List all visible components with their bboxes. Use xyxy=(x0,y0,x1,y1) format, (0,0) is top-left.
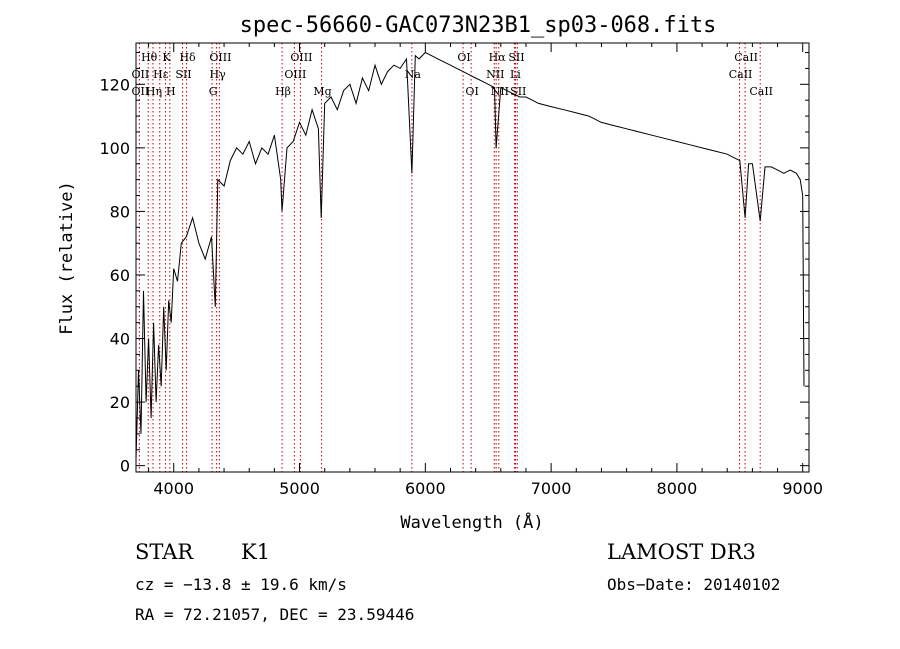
spectral-line-label: Hα xyxy=(489,51,507,64)
spectral-line-label: OII xyxy=(132,85,150,98)
spectral-line-label: H xyxy=(166,85,176,98)
spectral-line-label: Mg xyxy=(313,85,331,98)
spectral-line-label: G xyxy=(209,85,218,98)
spectral-line-label: OI xyxy=(457,51,470,64)
x-tick-label: 8000 xyxy=(657,479,698,498)
spectral-line-label: Hβ xyxy=(275,85,291,98)
spectral-line-label: OIII xyxy=(290,51,312,64)
y-axis-label: Flux (relative) xyxy=(57,181,77,335)
obs-date: Obs−Date: 20140102 xyxy=(607,575,781,594)
plot-frame xyxy=(135,42,810,473)
x-tick-label: 9000 xyxy=(782,479,823,498)
x-axis-label: Wavelength (Å) xyxy=(400,511,543,533)
spectral-line-label: SII xyxy=(508,51,524,64)
x-tick-label: 7000 xyxy=(531,479,572,498)
y-tick-label: 20 xyxy=(110,393,130,412)
spectral-line-label: OIII xyxy=(284,68,306,81)
spectral-line-label: Hη xyxy=(146,85,162,98)
y-tick-label: 40 xyxy=(110,330,130,349)
spectral-line-label: OI xyxy=(465,85,478,98)
object-class: STAR xyxy=(135,540,194,564)
x-tick-label: 4000 xyxy=(153,479,194,498)
chart-title: spec-56660-GAC073N23B1_sp03-068.fits xyxy=(240,13,717,38)
cz-value: cz = −13.8 ± 19.6 km/s xyxy=(135,575,347,594)
spectral-line-label: Hθ xyxy=(141,51,158,64)
spectral-line-label: NII xyxy=(486,68,504,81)
x-tick-label: 5000 xyxy=(279,479,320,498)
spectral-line-label: CaII xyxy=(749,85,773,98)
spectral-line-markers xyxy=(138,43,761,472)
spectral-line-label: SII xyxy=(510,85,526,98)
x-tick-label: 6000 xyxy=(405,479,446,498)
y-tick-label: 120 xyxy=(99,75,130,94)
spectral-line-label: CaII xyxy=(729,68,753,81)
y-tick-label: 80 xyxy=(110,202,130,221)
spectral-line-label: OII xyxy=(132,68,150,81)
spectral-line-label: Hγ xyxy=(210,68,227,81)
spectral-line-label: Hδ xyxy=(179,51,196,64)
spectral-line-label: NII xyxy=(491,85,509,98)
y-tick-label: 60 xyxy=(110,266,130,285)
y-tick-label: 100 xyxy=(99,139,130,158)
spectral-line-label: CaII xyxy=(734,51,758,64)
axis-ticks: 4000 5000 6000 7000 8000 9000 0 20 40 60 80 100 120 xyxy=(99,43,823,498)
spectral-line-label: Li xyxy=(510,68,521,81)
spectrum-chart: spec-56660-GAC073N23B1_sp03-068.fits 400… xyxy=(57,13,823,533)
spectral-line-label: Hε xyxy=(153,68,169,81)
y-tick-label: 0 xyxy=(120,457,130,476)
spectral-line-label: Na xyxy=(405,68,422,81)
survey-name: LAMOST DR3 xyxy=(607,540,756,564)
coordinates: RA = 72.21057, DEC = 23.59446 xyxy=(135,605,415,624)
flux-series-line xyxy=(135,51,805,460)
spectral-line-label: K xyxy=(162,51,171,64)
object-subclass: K1 xyxy=(241,540,271,564)
spectral-line-label: SII xyxy=(175,68,191,81)
spectral-line-label: OIII xyxy=(209,51,231,64)
